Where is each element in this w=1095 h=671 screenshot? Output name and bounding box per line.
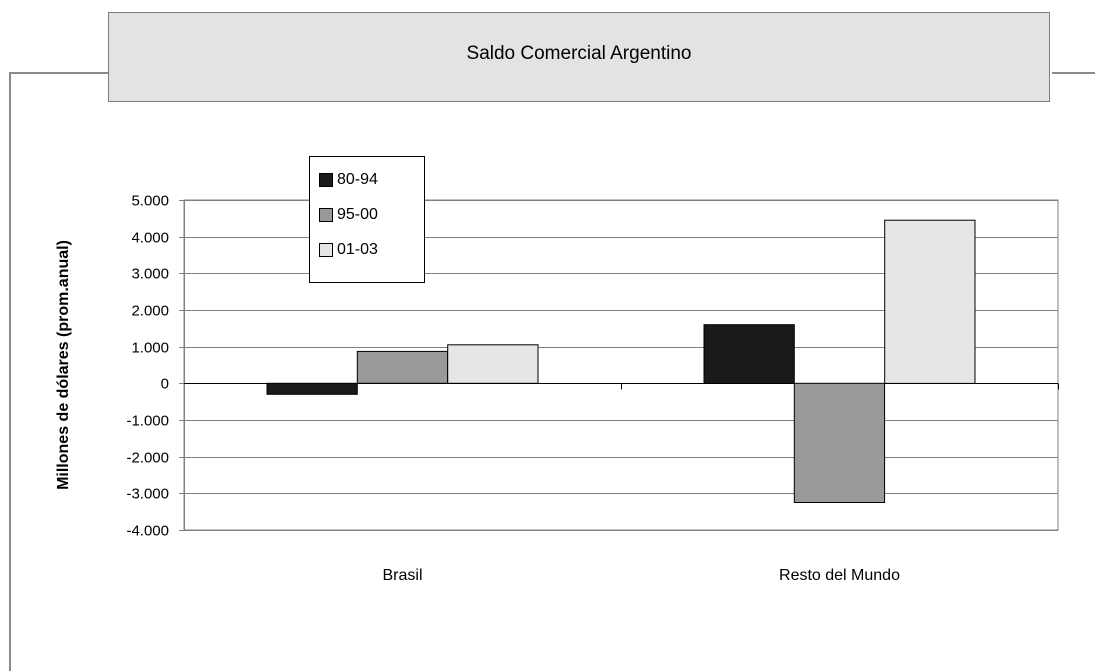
y-tick-label: 1.000 — [131, 340, 169, 357]
y-tick-label: -1.000 — [126, 413, 169, 430]
y-tick-label: 4.000 — [131, 230, 169, 247]
bar-95-00-Brasil — [356, 350, 449, 384]
chart-title-box: Saldo Comercial Argentino — [108, 12, 1050, 102]
y-tick-label: 0 — [161, 376, 169, 393]
y-tick-label: 5.000 — [131, 193, 169, 210]
legend-label: 80-94 — [337, 171, 378, 188]
bar-01-03-Brasil — [447, 344, 539, 384]
legend-label: 01-03 — [337, 241, 378, 258]
y-tick-label: 3.000 — [131, 266, 169, 283]
bar-01-03-Resto del Mundo — [884, 219, 976, 384]
y-tick-label: -4.000 — [126, 523, 169, 540]
legend-item: 95-00 — [319, 205, 378, 225]
y-axis-title: Millones de dólares (prom.anual) — [55, 240, 72, 490]
y-tick-label: -3.000 — [126, 486, 169, 503]
chart-legend: 80-94 95-00 01-03 — [309, 156, 425, 283]
legend-swatch — [319, 243, 333, 257]
legend-item: 80-94 — [319, 170, 378, 190]
frame-top-left-line — [9, 72, 109, 74]
y-tick-label: 2.000 — [131, 303, 169, 320]
legend-swatch — [319, 173, 333, 187]
chart-title: Saldo Comercial Argentino — [466, 43, 692, 64]
x-category-label: Resto del Mundo — [779, 567, 900, 584]
x-category-label: Brasil — [382, 567, 422, 584]
legend-item: 01-03 — [319, 240, 378, 260]
bar-80-94-Resto del Mundo — [703, 324, 795, 384]
frame-top-right-line — [1052, 72, 1095, 74]
bar-80-94-Brasil — [266, 382, 358, 395]
legend-swatch — [319, 208, 333, 222]
frame-left-line — [9, 72, 11, 671]
bar-95-00-Resto del Mundo — [793, 382, 886, 503]
legend-label: 95-00 — [337, 206, 378, 223]
y-tick-label: -2.000 — [126, 450, 169, 467]
